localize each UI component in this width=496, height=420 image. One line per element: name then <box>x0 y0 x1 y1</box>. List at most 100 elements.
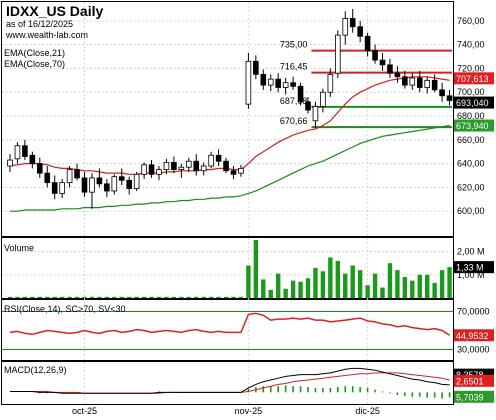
volume-bar <box>164 296 169 298</box>
candle <box>178 163 185 178</box>
macd-line <box>10 367 450 394</box>
candle-body <box>22 145 28 157</box>
rsi-panel <box>1 299 454 361</box>
last-volume-tag-text: 1,33 M <box>456 263 484 273</box>
volume-bar <box>59 296 65 298</box>
volume-bar <box>276 273 281 298</box>
candle <box>66 165 73 188</box>
last-histogram-tag-bg <box>454 390 494 403</box>
grid-lines <box>2 2 453 404</box>
candle-body <box>156 169 162 175</box>
ema-fast-line <box>9 76 450 175</box>
candle <box>163 158 170 175</box>
volume-bar <box>261 279 266 298</box>
candle <box>14 142 21 164</box>
candle <box>156 165 162 181</box>
candle <box>260 69 267 90</box>
volume-bar <box>290 280 296 298</box>
candle-body <box>230 170 237 175</box>
candle-body <box>394 72 401 78</box>
volume-bar <box>365 285 370 298</box>
volume-bar <box>417 274 422 298</box>
last-ema-slow-tag: 673,940 <box>454 119 494 132</box>
candle <box>409 73 416 90</box>
price-tick-label: 620,00 <box>457 182 485 192</box>
volume-title: Volume <box>4 243 34 253</box>
candle-body <box>267 78 274 86</box>
candle <box>245 52 252 109</box>
candle-body <box>126 179 133 189</box>
candle <box>305 96 311 114</box>
candle <box>342 11 349 45</box>
candle <box>364 32 371 57</box>
volume-bar <box>52 296 57 298</box>
candle-body <box>44 172 51 184</box>
chart-title: IDXX_US Daily <box>6 3 103 19</box>
candle <box>111 174 118 195</box>
volume-bar <box>380 287 385 298</box>
candle <box>357 20 363 43</box>
volume-bar <box>320 271 326 298</box>
candle-body <box>7 159 13 167</box>
candle <box>193 154 200 176</box>
candle-body <box>66 169 73 184</box>
candle-body <box>14 145 21 160</box>
candle <box>223 157 229 174</box>
candle-body <box>364 35 371 51</box>
volume-bar <box>305 278 311 298</box>
last-volume-tag: 1,33 M <box>454 261 494 274</box>
macd-panel <box>1 361 454 405</box>
candle-body <box>439 89 445 97</box>
volume-bar <box>141 296 147 298</box>
candle-body <box>402 76 408 86</box>
candle-body <box>185 160 192 168</box>
volume-bar <box>156 296 162 298</box>
volume-bar <box>246 265 251 298</box>
volume-bar <box>343 273 348 298</box>
volume-panel <box>1 237 454 299</box>
volume-bar <box>74 296 80 298</box>
candle <box>141 162 147 180</box>
ema-slow-line <box>10 124 450 212</box>
candle <box>215 149 222 166</box>
rsi-tick-label: 30,0000 <box>457 345 490 355</box>
candle <box>126 176 133 195</box>
level-label: 687,68 <box>280 96 308 106</box>
volume-bar <box>216 296 221 298</box>
candle <box>89 173 95 209</box>
volume-bar <box>7 296 13 298</box>
last-histogram-tag-text: 5,7039 <box>456 392 484 402</box>
candle <box>185 157 192 172</box>
candle-body <box>290 82 296 87</box>
last-rsi-tag-bg <box>454 329 494 342</box>
candle <box>372 44 378 64</box>
candle <box>334 30 341 78</box>
price-tick-label: 660,00 <box>457 135 485 145</box>
volume-bar <box>350 265 355 298</box>
candle <box>424 76 430 94</box>
last-volume-tag-bg <box>454 261 494 274</box>
rsi-title: RSI(Close,14), SC>70, SV<30 <box>4 304 126 314</box>
volume-bar <box>97 296 102 298</box>
candle <box>59 179 65 199</box>
candle <box>282 77 289 95</box>
candle <box>253 55 259 80</box>
candle-body <box>253 60 259 75</box>
last-close-tag-bg <box>454 96 494 109</box>
candle <box>81 171 88 197</box>
volume-bar <box>67 296 72 298</box>
price-tick-label: 600,00 <box>457 206 485 216</box>
candle <box>327 68 334 97</box>
candle <box>208 151 214 169</box>
volume-plot <box>7 240 452 298</box>
candle <box>439 82 445 102</box>
candle <box>133 171 140 191</box>
candle-body <box>238 167 244 174</box>
candle-body <box>81 177 88 193</box>
last-ema-slow-tag-text: 673,940 <box>456 121 489 131</box>
volume-bar <box>119 296 124 298</box>
volume-bar <box>238 296 244 298</box>
volume-bar <box>387 263 393 298</box>
candle <box>290 76 296 90</box>
